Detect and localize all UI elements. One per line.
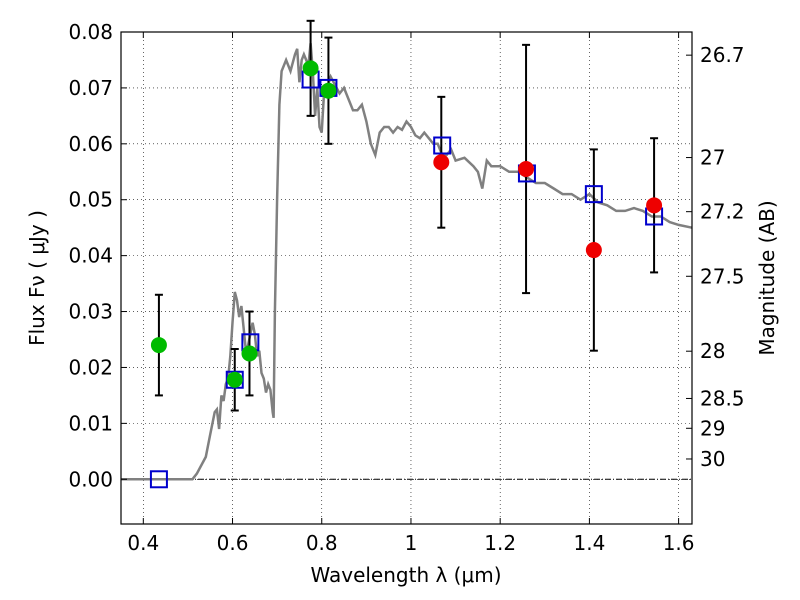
x-axis-label: Wavelength λ (μm) [310,563,501,587]
x-tick-label: 0.8 [306,531,338,555]
y-tick-label: 0.02 [68,355,113,379]
observed-point [241,345,258,362]
observed-point [585,242,602,259]
observed-point [150,337,167,354]
y-tick-label: 0.01 [68,411,113,435]
y-tick-label: 0.03 [68,300,113,324]
magnitude-tick-label: 30 [700,447,725,471]
y-axis-label: Flux Fν ( μJy ) [25,210,49,346]
x-tick-label: 1.2 [484,531,516,555]
observed-point [433,154,450,171]
model-square-marker [433,136,452,155]
y-tick-label: 0.04 [68,244,113,268]
y-axis-ticks: 0.00 0.01 0.02 0.03 0.04 0.05 0.06 0.07 0.08 [68,20,127,491]
observed-point [320,82,337,99]
observed-point [226,371,243,388]
magnitude-tick-label: 27.5 [700,264,745,288]
x-axis-ticks: 0.4 0.6 0.8 1 1.2 1.4 1.6 [127,32,695,555]
x-tick-label: 1 [405,531,418,555]
observed-point [302,60,319,77]
x-tick-label: 1.6 [663,531,695,555]
x-tick-label: 0.6 [217,531,249,555]
observed-point [518,160,535,177]
model-square-marker [149,470,168,489]
plot-background [121,32,692,524]
plot-frame [120,31,693,525]
observed-point [646,197,663,214]
magnitude-tick-label: 28.5 [700,386,745,410]
magnitude-tick-label: 27 [700,146,725,170]
magnitude-tick-label: 28 [700,339,725,363]
y2-axis-label: Magnitude (AB) [755,200,779,355]
y-tick-label: 0.08 [68,20,113,44]
magnitude-axis-ticks: 26.7 27 27.2 27.5 28 28.5 29 30 [686,43,745,471]
y-tick-label: 0.05 [68,188,113,212]
y-tick-label: 0.06 [68,132,113,156]
x-tick-label: 0.4 [127,531,159,555]
magnitude-tick-label: 29 [700,416,725,440]
observed-points [150,60,663,388]
x-tick-label: 1.4 [573,531,605,555]
y-tick-label: 0.00 [68,467,113,491]
y-tick-label: 0.07 [68,76,113,100]
magnitude-tick-label: 26.7 [700,43,745,67]
model-square-marker [584,185,603,204]
magnitude-tick-label: 27.2 [700,200,745,224]
